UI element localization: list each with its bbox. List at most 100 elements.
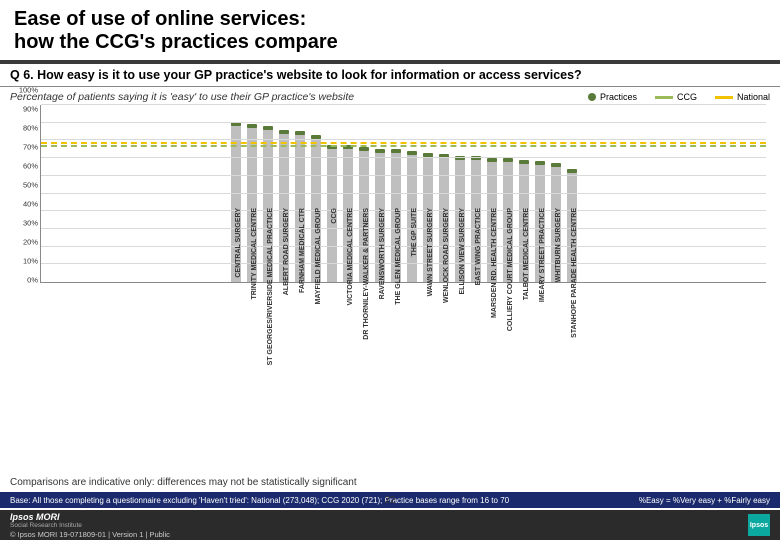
x-label-column: MAYFIELD MEDICAL GROUP (308, 208, 322, 336)
bar-cap (279, 130, 289, 134)
ccg-reference-line (41, 145, 766, 147)
gridline (41, 175, 766, 176)
footer-left: Ipsos MORI Social Research Institute © I… (10, 512, 170, 539)
legend-practices-label: Practices (600, 92, 637, 102)
question-row: Q 6. How easy is it to use your GP pract… (0, 64, 780, 86)
x-label: CCG (331, 208, 338, 224)
x-label-column: VICTORIA MEDICAL CENTRE (340, 208, 354, 336)
base-text: Base: All those completing a questionnai… (10, 496, 509, 505)
x-label: CENTRAL SURGERY (235, 208, 242, 278)
ccg-swatch (655, 96, 673, 99)
legend: Practices CCG National (588, 92, 770, 102)
x-label-column: WHITBURN SURGERY (548, 208, 562, 336)
x-label-column: THE GLEN MEDICAL GROUP (388, 208, 402, 336)
x-label-column: STANHOPE PARADE HEALTH CENTRE (564, 208, 578, 336)
title-line2: how the CCG's practices compare (14, 31, 338, 53)
y-tick-label: 70% (10, 143, 38, 152)
bar-cap (487, 158, 497, 162)
slide: Ease of use of online services: how the … (0, 0, 780, 540)
x-label-column: RAVENSWORTH SURGERY (372, 208, 386, 336)
x-label-column: ST GEORGES/RIVERSIDE MEDICAL PRACTICE (260, 208, 274, 336)
x-label: IMEARY STREET PRACTICE (539, 208, 546, 302)
brand-name: Ipsos MORI (10, 512, 170, 522)
x-label: MAYFIELD MEDICAL GROUP (315, 208, 322, 304)
brand-sub: Social Research Institute (10, 522, 170, 529)
y-tick-label: 50% (10, 181, 38, 190)
x-label-column: IMEARY STREET PRACTICE (532, 208, 546, 336)
x-label: STANHOPE PARADE HEALTH CENTRE (571, 208, 578, 338)
title-line1: Ease of use of online services: (14, 8, 306, 30)
y-tick-label: 0% (10, 276, 38, 285)
x-label: ALBERT ROAD SURGERY (283, 208, 290, 295)
x-label-column: CCG (324, 208, 338, 336)
x-label-column: MARSDEN RD. HEALTH CENTRE (484, 208, 498, 336)
legend-ccg: CCG (655, 92, 697, 102)
x-label-column: WENLOCK ROAD SURGERY (436, 208, 450, 336)
bar-cap (311, 135, 321, 139)
gridline (41, 104, 766, 105)
x-label-column: COLLIERY COURT MEDICAL GROUP (500, 208, 514, 336)
legend-national: National (715, 92, 770, 102)
bar-cap (247, 124, 257, 128)
y-tick-label: 30% (10, 219, 38, 228)
bar-cap (423, 153, 433, 157)
x-label: MARSDEN RD. HEALTH CENTRE (491, 208, 498, 318)
bar-cap (391, 149, 401, 153)
footer: Ipsos MORI Social Research Institute © I… (0, 510, 780, 540)
x-label: RAVENSWORTH SURGERY (379, 208, 386, 299)
bar-cap (231, 122, 241, 126)
x-label-column: TRINITY MEDICAL CENTRE (244, 208, 258, 336)
bar-cap (503, 158, 513, 162)
bar-cap (375, 149, 385, 153)
ipsos-logo: Ipsos (748, 514, 770, 536)
x-axis-labels: CENTRAL SURGERY TRINITY MEDICAL CENTREST … (40, 208, 766, 336)
practices-swatch (588, 93, 596, 101)
x-label: VICTORIA MEDICAL CENTRE (347, 208, 354, 306)
page-title: Ease of use of online services: how the … (14, 8, 766, 54)
x-label-column: TALBOT MEDICAL CENTRE (516, 208, 530, 336)
x-label-column: ALBERT ROAD SURGERY (276, 208, 290, 336)
footnote: Comparisons are indicative only: differe… (10, 477, 357, 488)
x-label: ST GEORGES/RIVERSIDE MEDICAL PRACTICE (267, 208, 274, 365)
subhead-row: Percentage of patients saying it is 'eas… (0, 87, 780, 105)
y-tick-label: 90% (10, 105, 38, 114)
page-number: 22 (384, 495, 395, 506)
y-tick-label: 20% (10, 238, 38, 247)
x-label-column: ELLISON VIEW SURGERY (452, 208, 466, 336)
legend-national-label: National (737, 92, 770, 102)
bar-cap (535, 161, 545, 165)
x-label: TALBOT MEDICAL CENTRE (523, 208, 530, 300)
x-label: EAST WING PRACTICE (475, 208, 482, 285)
x-label: ELLISON VIEW SURGERY (459, 208, 466, 294)
y-tick-label: 10% (10, 257, 38, 266)
x-label: WHITBURN SURGERY (555, 208, 562, 282)
national-reference-line (41, 142, 766, 144)
y-tick-label: 100% (10, 86, 38, 95)
gridline (41, 139, 766, 140)
y-tick-label: 80% (10, 124, 38, 133)
national-swatch (715, 96, 733, 99)
legend-practices: Practices (588, 92, 637, 102)
copyright-text: © Ipsos MORI 19-071809-01 | Version 1 | … (10, 530, 170, 539)
x-label-column: FARNHAM MEDICAL CTR (292, 208, 306, 336)
gridline (41, 157, 766, 158)
bar-cap (359, 147, 369, 151)
easy-definition: %Easy = %Very easy + %Fairly easy (639, 496, 770, 505)
legend-ccg-label: CCG (677, 92, 697, 102)
subhead-text: Percentage of patients saying it is 'eas… (10, 91, 588, 103)
x-label: DR THORNILEY-WALKER & PARTNERS (363, 208, 370, 340)
x-label-column: THE GP SUITE (404, 208, 418, 336)
y-tick-label: 60% (10, 162, 38, 171)
gridline (41, 193, 766, 194)
y-tick-label: 40% (10, 200, 38, 209)
x-label: THE GP SUITE (411, 208, 418, 257)
x-label: COLLIERY COURT MEDICAL GROUP (507, 208, 514, 331)
bar-cap (295, 131, 305, 135)
x-label: FARNHAM MEDICAL CTR (299, 208, 306, 293)
x-label-column: WAWN STREET SURGERY (420, 208, 434, 336)
bar-cap (407, 151, 417, 155)
x-label: THE GLEN MEDICAL GROUP (395, 208, 402, 305)
bar-cap (263, 126, 273, 130)
bar-cap (519, 160, 529, 164)
x-label: TRINITY MEDICAL CENTRE (251, 208, 258, 300)
